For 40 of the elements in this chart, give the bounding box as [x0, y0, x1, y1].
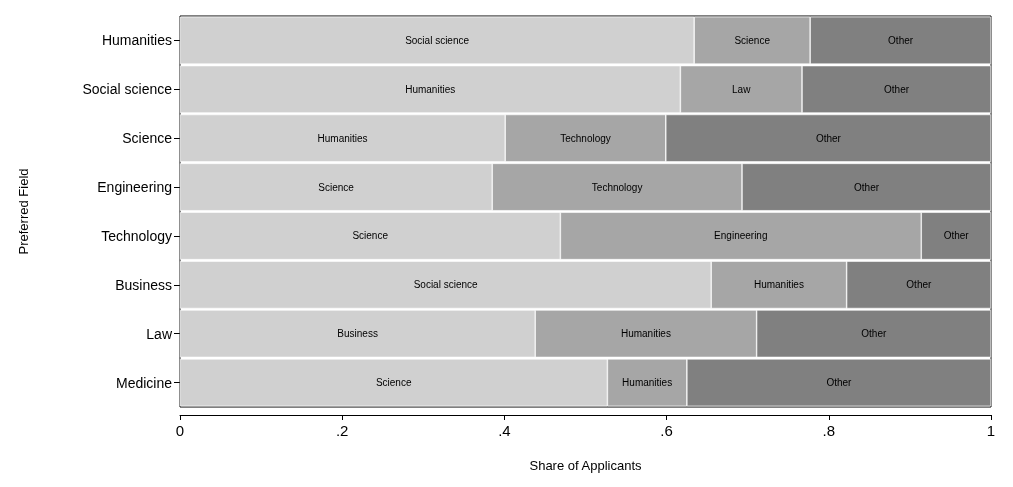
data-label: Other: [884, 83, 910, 95]
x-tick-label: .4: [498, 422, 511, 439]
x-tick-label: .2: [335, 422, 349, 439]
x-axis-title: Share of Applicants: [529, 458, 642, 473]
y-axis-title: Preferred Field: [16, 168, 31, 255]
data-label: Science: [318, 181, 355, 193]
data-label: Humanities: [620, 328, 671, 340]
data-label: Social science: [405, 34, 470, 46]
y-tick-label: Technology: [101, 227, 172, 244]
data-label: Humanities: [622, 377, 673, 389]
data-label: Technology: [591, 181, 643, 193]
data-label: Other: [906, 279, 932, 291]
y-tick-label: Engineering: [97, 179, 172, 196]
data-label: Humanities: [317, 132, 368, 144]
data-label: Science: [352, 230, 389, 242]
data-label: Other: [861, 328, 887, 340]
x-tick-label: 0: [175, 422, 185, 439]
data-label: Humanities: [405, 83, 456, 95]
data-label: Business: [337, 328, 378, 340]
x-tick-label: 1: [986, 422, 996, 439]
data-label: Other: [888, 34, 914, 46]
y-tick-label: Social science: [82, 81, 173, 98]
data-label: Science: [734, 34, 771, 46]
data-label: Law: [732, 83, 752, 95]
data-label: Other: [826, 377, 853, 389]
y-tick-label: Humanities: [101, 32, 172, 49]
y-tick-label: Medicine: [115, 374, 173, 391]
y-tick-label: Science: [122, 130, 173, 147]
data-label: Social science: [413, 279, 478, 291]
x-tick-label: .6: [660, 422, 673, 439]
x-tick-label: .8: [822, 422, 836, 439]
data-label: Other: [943, 230, 970, 242]
data-label: Other: [815, 132, 842, 144]
data-label: Technology: [560, 132, 611, 144]
y-tick-label: Business: [115, 276, 172, 293]
y-tick-label: Law: [146, 325, 173, 342]
data-label: Humanities: [753, 279, 804, 291]
data-label: Other: [854, 181, 880, 193]
data-label: Science: [375, 377, 412, 389]
data-label: Engineering: [714, 230, 768, 242]
